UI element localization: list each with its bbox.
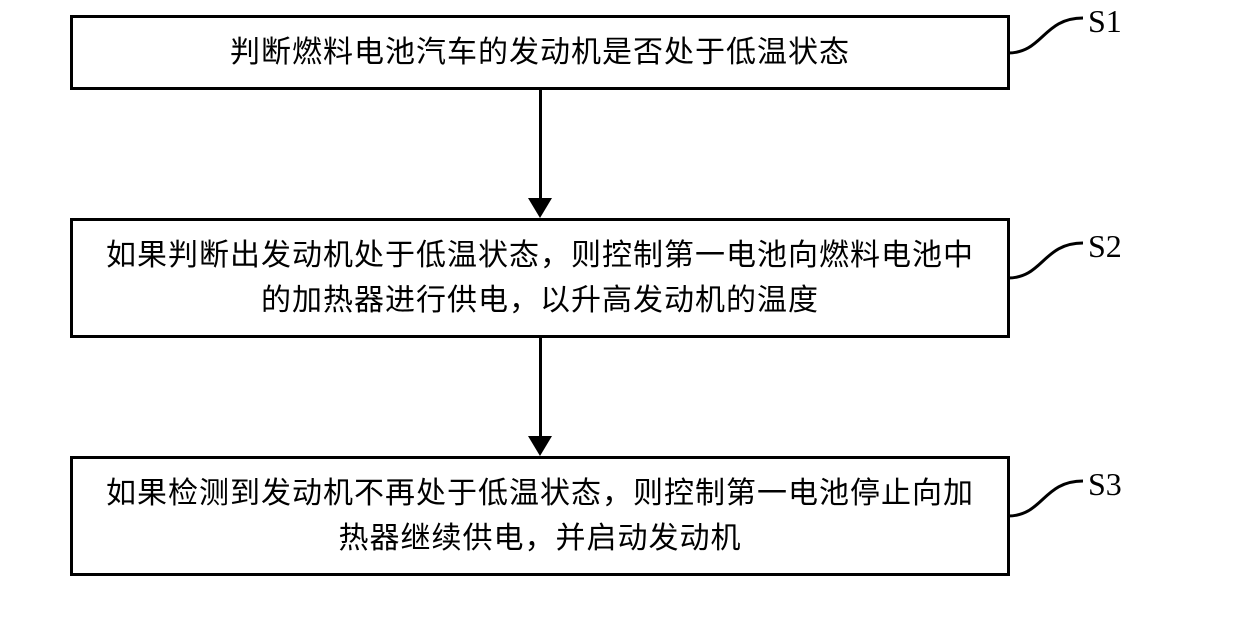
callout-label: S1 bbox=[1088, 3, 1122, 40]
flowchart-node-row: 如果检测到发动机不再处于低温状态，则控制第一电池停止向加热器继续供电，并启动发动… bbox=[70, 456, 1170, 576]
flowchart-node-text: 如果检测到发动机不再处于低温状态，则控制第一电池停止向加热器继续供电，并启动发动… bbox=[93, 471, 987, 561]
flowchart-node-box: 判断燃料电池汽车的发动机是否处于低温状态 bbox=[70, 15, 1010, 90]
flowchart-container: 判断燃料电池汽车的发动机是否处于低温状态 S1 如果判断出发动机处于低温状态，则… bbox=[0, 0, 1170, 576]
flowchart-node-row: 判断燃料电池汽车的发动机是否处于低温状态 S1 bbox=[70, 15, 1170, 90]
flowchart-edge bbox=[70, 90, 1010, 218]
flowchart-node-box: 如果判断出发动机处于低温状态，则控制第一电池向燃料电池中的加热器进行供电，以升高… bbox=[70, 218, 1010, 338]
arrow-head-icon bbox=[528, 436, 552, 456]
callout-label: S2 bbox=[1088, 228, 1122, 265]
arrow-line bbox=[539, 338, 542, 438]
arrow-head-icon bbox=[528, 198, 552, 218]
flowchart-node-text: 如果判断出发动机处于低温状态，则控制第一电池向燃料电池中的加热器进行供电，以升高… bbox=[93, 233, 987, 323]
flowchart-node-row: 如果判断出发动机处于低温状态，则控制第一电池向燃料电池中的加热器进行供电，以升高… bbox=[70, 218, 1170, 338]
flowchart-node-box: 如果检测到发动机不再处于低温状态，则控制第一电池停止向加热器继续供电，并启动发动… bbox=[70, 456, 1010, 576]
flowchart-edge bbox=[70, 338, 1010, 456]
callout-label: S3 bbox=[1088, 466, 1122, 503]
arrow-line bbox=[539, 90, 542, 200]
flowchart-node-text: 判断燃料电池汽车的发动机是否处于低温状态 bbox=[230, 30, 850, 75]
